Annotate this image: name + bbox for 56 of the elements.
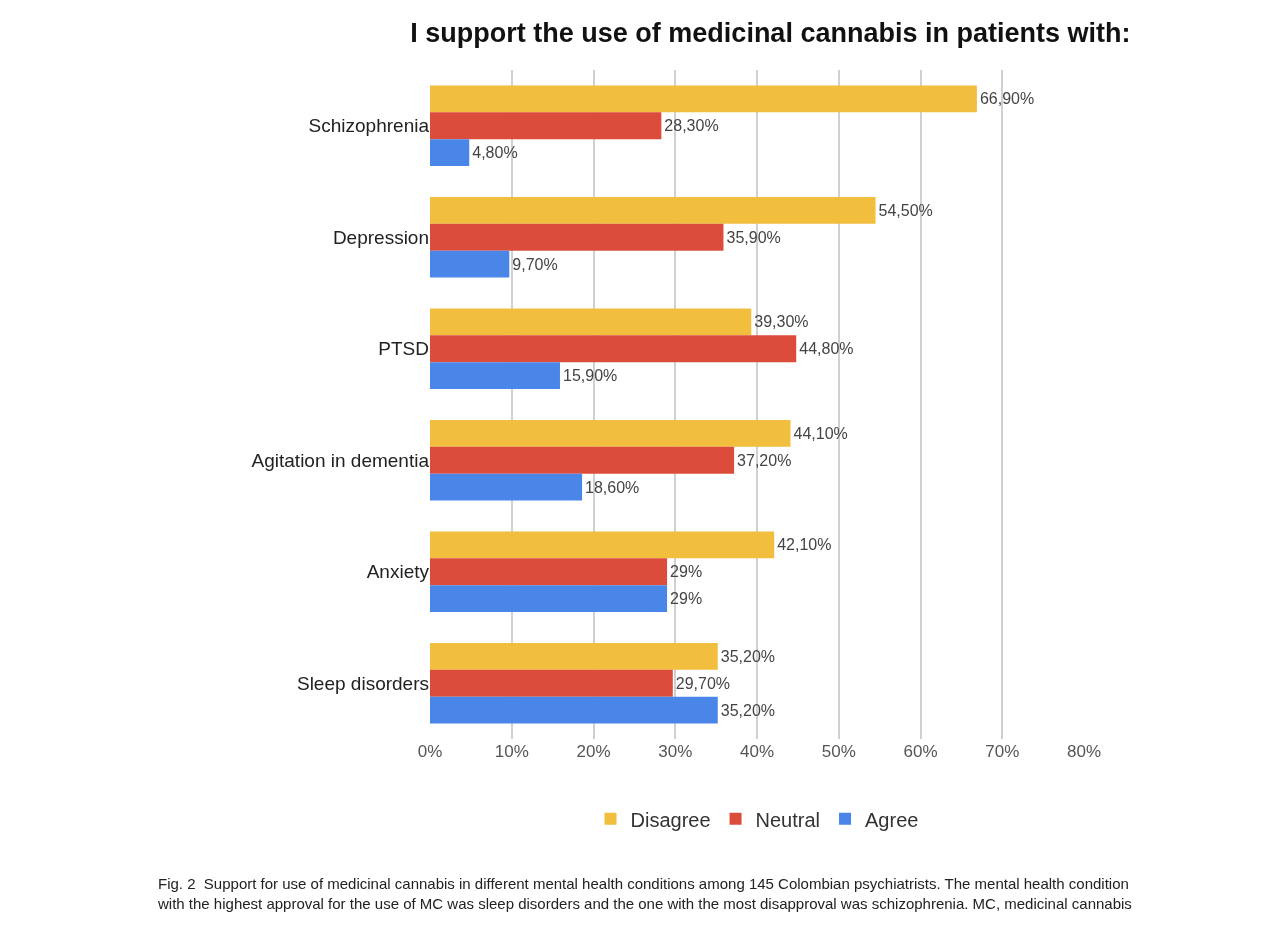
y-tick-label: Anxiety: [366, 561, 430, 583]
bar: [430, 197, 876, 224]
bar: [430, 669, 673, 697]
y-tick-label: Agitation in dementia: [251, 449, 430, 471]
x-tick-label: 30%: [658, 742, 693, 761]
bar: [430, 250, 510, 278]
bar: [430, 420, 791, 447]
chart-title: I support the use of medicinal cannabis in patients with:: [410, 18, 1131, 49]
data-label: 9,70%: [512, 255, 558, 273]
x-tick-label: 70%: [985, 742, 1020, 761]
x-tick-label: 20%: [576, 742, 611, 761]
bar: [430, 362, 560, 389]
bar: [430, 308, 752, 336]
x-tick-label: 80%: [1066, 742, 1102, 761]
data-label: 35,90%: [726, 228, 781, 246]
x-tick-label: 0%: [417, 742, 443, 761]
data-label: 37,20%: [737, 451, 792, 469]
bar: [430, 139, 470, 166]
data-label: 44,80%: [799, 340, 854, 358]
data-label: 66,90%: [979, 90, 1035, 108]
y-tick-label: Schizophrenia: [308, 115, 430, 137]
bar: [430, 112, 662, 140]
bar: [430, 643, 718, 670]
y-tick-label: PTSD: [378, 338, 429, 360]
x-tick-label: 40%: [739, 742, 775, 761]
y-tick-label: Sleep disorders: [296, 672, 429, 694]
data-label: 18,60%: [585, 478, 640, 496]
data-label: 35,20%: [720, 701, 776, 719]
data-label: 28,30%: [664, 117, 719, 135]
data-label: 54,50%: [878, 201, 933, 219]
caption: Fig. 2 Support for use of medicinal cannabis in different mental health conditions among 145 Colombian psychiatrists. The mental health condition with the highest approval for the use of MC was sleep disorders and the one with the most disapproval was schizophrenia. MC, medicinal cannabis: [157, 875, 1132, 912]
bar: [430, 585, 668, 612]
data-label: 29%: [670, 563, 703, 581]
x-tick-label: 50%: [821, 742, 856, 761]
bar: [430, 473, 583, 501]
data-label: 29%: [670, 590, 703, 608]
x-tick-label: 60%: [903, 742, 938, 761]
bar: [430, 696, 718, 724]
data-label: 15,90%: [562, 367, 618, 385]
bar: [430, 85, 977, 113]
bar: [430, 335, 797, 363]
bar: [430, 223, 724, 251]
y-tick-label: Depression: [332, 226, 429, 248]
data-label: 39,30%: [754, 313, 809, 331]
data-label: 42,10%: [777, 536, 832, 554]
bar: [430, 531, 775, 559]
legend-label: Neutral: [755, 808, 821, 831]
bar: [430, 446, 735, 474]
legend-label: Agree: [865, 808, 919, 831]
data-label: 35,20%: [720, 647, 776, 665]
legend-label: Disagree: [630, 808, 711, 831]
x-tick-label: 10%: [494, 742, 529, 761]
bar: [430, 558, 668, 586]
data-label: 44,10%: [793, 424, 848, 442]
data-label: 4,80%: [472, 144, 518, 162]
data-label: 29,70%: [675, 674, 731, 692]
